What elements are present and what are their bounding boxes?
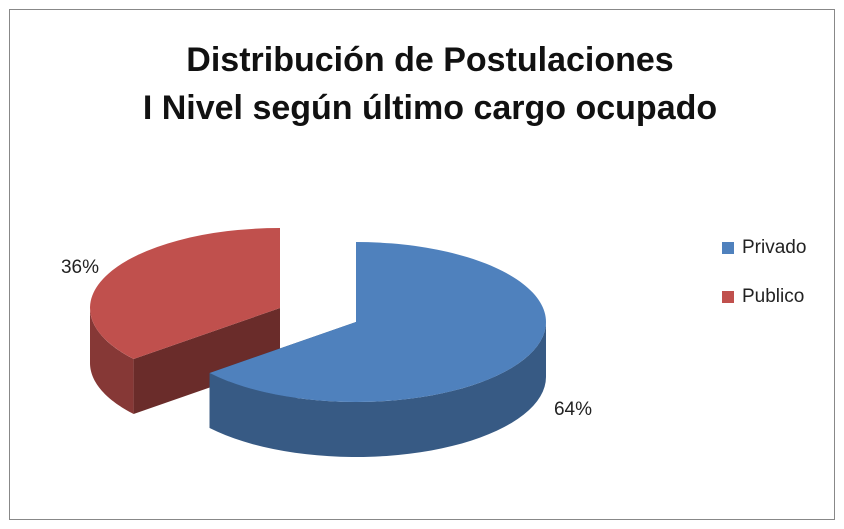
slice-side: [133, 308, 280, 414]
chart-title: I Nivel según último cargo ocupado: [143, 89, 717, 127]
legend-label: Publico: [742, 286, 804, 307]
legend-label: Privado: [742, 237, 806, 258]
pie-slice: [89, 228, 280, 359]
data-label: 36%: [61, 257, 99, 278]
pie-slice: [209, 242, 546, 403]
slice-wall: [209, 322, 546, 457]
slice-wall: [90, 308, 134, 414]
data-label: 64%: [554, 399, 592, 420]
legend-swatch: [722, 242, 734, 254]
chart-title: Distribución de Postulaciones: [186, 41, 673, 79]
legend-swatch: [722, 291, 734, 303]
